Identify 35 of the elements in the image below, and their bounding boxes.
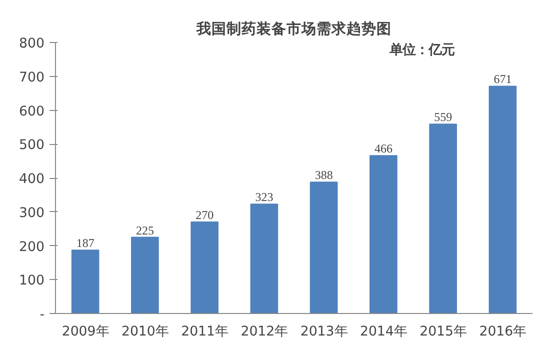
annotation: 单位：亿元 — [388, 42, 454, 58]
data-label: 323 — [255, 190, 274, 204]
bar — [488, 86, 517, 314]
x-tick-label: 2011年 — [181, 324, 228, 340]
y-tick-label: 300 — [19, 206, 45, 221]
y-tick-label: 700 — [19, 70, 45, 86]
bar — [429, 124, 457, 314]
data-label: 559 — [434, 110, 452, 124]
x-tick-label: 2009年 — [62, 324, 109, 340]
bar — [250, 204, 278, 314]
y-tick-label: 600 — [19, 104, 45, 120]
x-tick-label: 2013年 — [300, 324, 348, 340]
y-tick-label: 200 — [19, 240, 45, 255]
x-tick-label: 2015年 — [420, 324, 467, 340]
bar — [71, 250, 100, 314]
y-tick-label: 100 — [19, 274, 45, 289]
data-label: 270 — [196, 208, 214, 222]
data-label: 388 — [314, 168, 333, 182]
y-tick-label: - — [40, 308, 45, 322]
y-tick-label: 500 — [19, 138, 45, 154]
bar — [370, 155, 398, 314]
bar — [190, 222, 218, 314]
x-tick-label: 2012年 — [240, 324, 288, 340]
chart-title: 我国制药装备市场需求趋势图 — [196, 20, 392, 38]
bar — [131, 236, 159, 314]
bar — [310, 182, 338, 314]
data-label: 466 — [374, 142, 392, 156]
x-tick-label: 2010年 — [121, 324, 168, 340]
y-tick-label: 800 — [19, 36, 45, 52]
x-tick-label: 2016年 — [479, 324, 526, 340]
x-tick-label: 2014年 — [360, 324, 407, 340]
data-label: 671 — [494, 72, 512, 86]
data-label: 187 — [76, 236, 94, 250]
data-label: 225 — [136, 223, 154, 238]
y-tick-label: 400 — [19, 172, 45, 187]
